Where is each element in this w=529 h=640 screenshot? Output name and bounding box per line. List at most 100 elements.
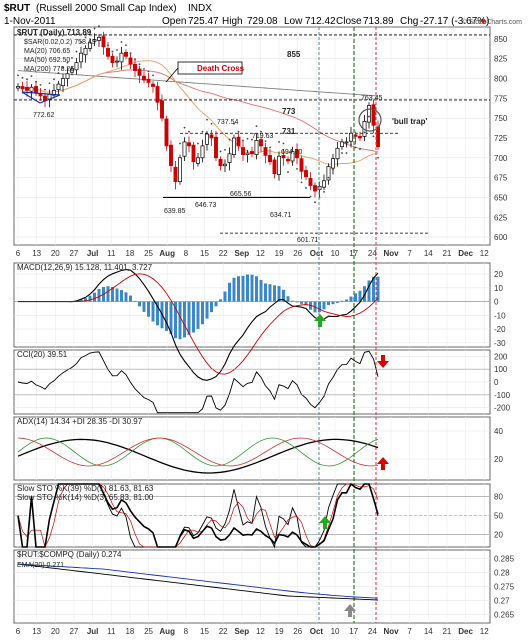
- sar-dot: [183, 126, 186, 129]
- macd-hist-bar: [304, 301, 308, 306]
- candle-body: [101, 36, 106, 48]
- candle-body: [367, 105, 371, 123]
- candle-body: [70, 68, 74, 73]
- x-tick-label-bottom: 12: [480, 627, 489, 636]
- chg-down-arrow-icon: ▼: [479, 17, 487, 26]
- price-label-719: 719.63: [252, 133, 274, 140]
- candle-body: [340, 141, 344, 148]
- macd-hist-bar: [88, 295, 92, 302]
- sar-dot: [251, 138, 253, 141]
- macd-hist-bar: [201, 301, 204, 325]
- ratio-y-tick: 0.275: [494, 583, 515, 592]
- macd-hist-bar: [214, 301, 218, 307]
- candle-body: [245, 152, 250, 155]
- candle-body: [92, 39, 97, 42]
- candle-body: [196, 157, 200, 164]
- macd-hist-bar: [115, 288, 119, 302]
- close-label: Close: [336, 16, 362, 27]
- ratio-y-tick: 0.28: [494, 568, 510, 577]
- gray-up-arrow-icon: [344, 604, 356, 617]
- chart-panels: 60062565067570072575077580082585020100-1…: [13, 25, 515, 636]
- sar-dot: [309, 195, 312, 198]
- macd-hist-bar: [138, 301, 141, 307]
- x-tick-label-bottom: Jul: [87, 627, 99, 636]
- macd-hist-bar: [300, 301, 303, 304]
- sar-dot: [282, 142, 285, 145]
- macd-hist-bar: [205, 301, 209, 319]
- candle-body: [83, 48, 88, 56]
- sar-dot: [300, 181, 303, 184]
- macd-hist-bar: [295, 301, 299, 303]
- candle-body: [74, 62, 79, 71]
- sar-dot: [35, 80, 37, 83]
- x-tick-label: 19: [275, 249, 284, 258]
- candle-body: [259, 139, 263, 147]
- macd-hist-bar: [228, 282, 231, 302]
- macd-hist-bar: [358, 290, 362, 302]
- macd-y-tick: -20: [494, 325, 506, 334]
- level-731: 731: [282, 127, 296, 136]
- candle-body: [16, 86, 20, 89]
- sar-dot: [179, 142, 181, 145]
- minus-di-line: [17, 437, 379, 467]
- x-tick-label: 6: [16, 249, 21, 258]
- sto39-line: [17, 482, 379, 548]
- sar-dot: [336, 158, 339, 161]
- macd-panel: 20 10 0 -10 -20 -30: [13, 262, 506, 348]
- red-up-arrow-icon: [377, 457, 389, 470]
- candle-body: [344, 141, 349, 144]
- price-y-tick: 650: [494, 193, 508, 202]
- macd-hist-bar: [93, 292, 96, 302]
- sar-dot: [134, 58, 136, 61]
- sar-dot: [237, 130, 240, 133]
- sar-dot: [98, 25, 100, 28]
- sar-dot: [224, 148, 226, 151]
- candle-body: [191, 144, 196, 163]
- sar-dot: [332, 168, 334, 171]
- sar-dot: [57, 72, 60, 74]
- sar-dot: [116, 49, 118, 51]
- macd-hist-bar: [318, 301, 321, 312]
- sar-dot: [66, 61, 69, 64]
- x-tick-label-bottom: 20: [51, 627, 60, 636]
- sar-dot: [138, 63, 141, 66]
- candle-body: [335, 147, 340, 159]
- macd-hist-bar: [174, 301, 177, 339]
- sto2-title: Slow STO %K(14) %D(3) 65.83, 81.00: [17, 493, 154, 502]
- x-tick-label: Nov: [383, 249, 399, 258]
- candle-body: [299, 158, 304, 172]
- price-y-tick: 800: [494, 75, 508, 84]
- price-y-tick: 625: [494, 213, 508, 222]
- macd-y-tick: 0: [494, 298, 499, 307]
- sar-dot: [314, 201, 316, 204]
- indicator-titles: MACD(12,26,9) 15.128, 11.401, 3.727 CCI(…: [17, 263, 154, 569]
- macd-hist-bar: [232, 277, 236, 302]
- sar-dot: [345, 152, 348, 154]
- ratio-panel: 0.285 0.28 0.275 0.27 0.265: [13, 549, 515, 624]
- candle-body: [205, 133, 209, 145]
- macd-hist-bar: [106, 286, 110, 302]
- low-label: Low: [284, 16, 303, 27]
- sar-dot: [26, 78, 28, 81]
- candle-body: [178, 157, 182, 182]
- price-label-639: 639.85: [164, 208, 186, 215]
- macd-hist-bar: [241, 275, 245, 302]
- macd-hist-bar: [97, 288, 101, 302]
- macd-hist-bar: [345, 299, 348, 302]
- x-tick-label-bottom: 26: [293, 627, 302, 636]
- sar-dot: [287, 171, 289, 173]
- price-frame: [13, 26, 491, 246]
- x-tick-label-bottom: 10: [331, 627, 340, 636]
- x-tick-label-bottom: 14: [424, 627, 433, 636]
- candle-body: [268, 155, 272, 163]
- macd-hist-bar: [187, 301, 191, 335]
- macd-hist-bar: [165, 301, 168, 331]
- sar-dot: [156, 90, 159, 93]
- candle-body: [263, 147, 268, 156]
- x-tick-label-bottom: Nov: [383, 627, 399, 636]
- x-tick-label: Sep: [234, 249, 249, 258]
- candle-body: [313, 185, 317, 192]
- price-label-737: 737.54: [217, 119, 239, 126]
- green-up-arrow-icon: [314, 314, 326, 327]
- macd-hist-bar: [133, 300, 137, 302]
